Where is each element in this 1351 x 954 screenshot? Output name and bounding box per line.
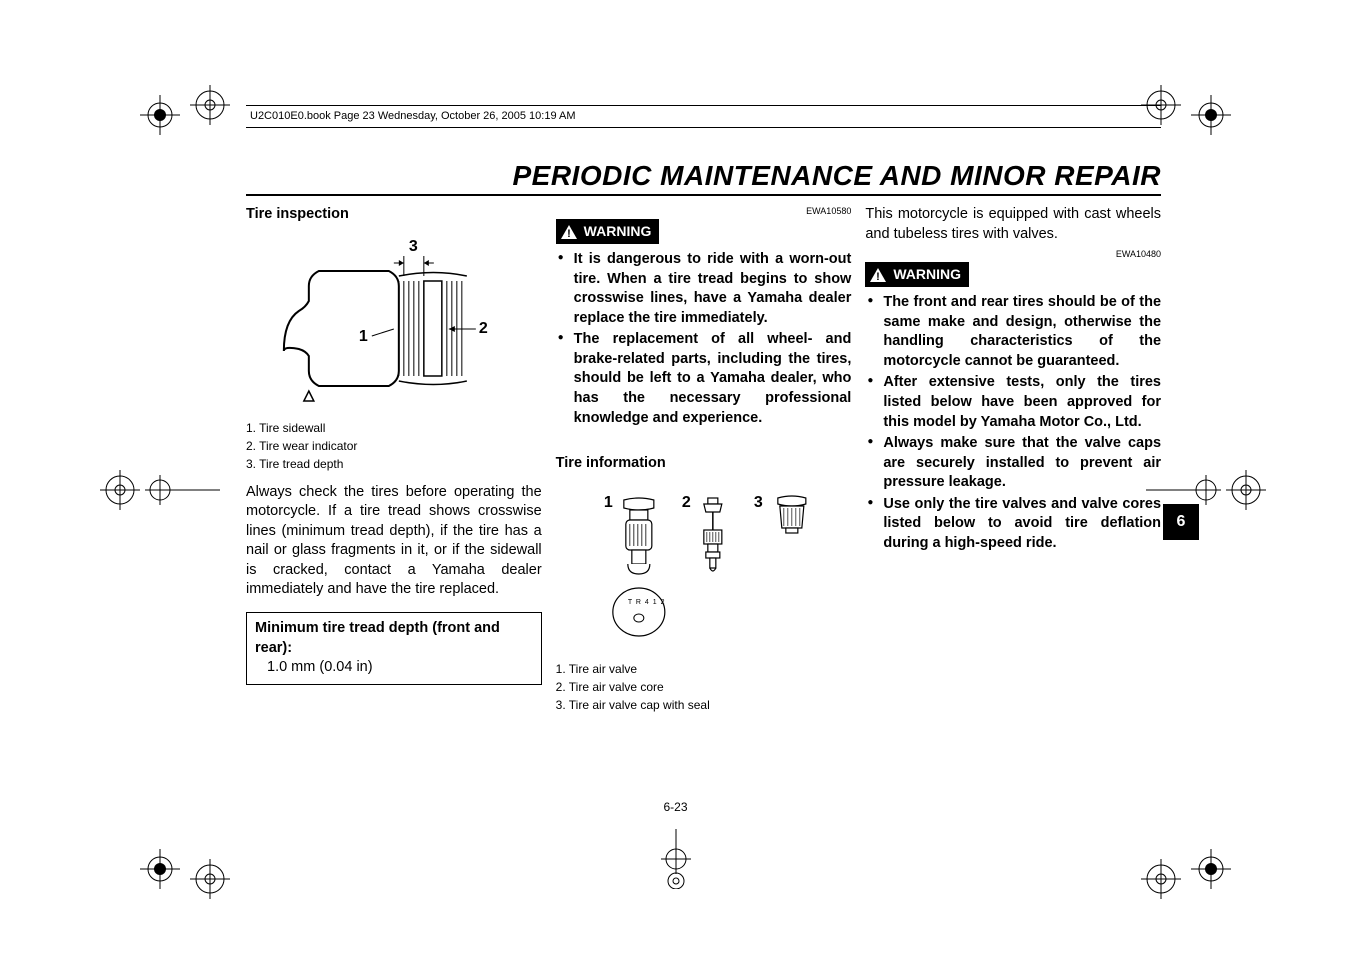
warning-triangle-icon: ! [869, 267, 887, 283]
warning-list-1: It is dangerous to ride with a worn-out … [556, 250, 852, 428]
column-1: Tire inspection [246, 205, 542, 724]
running-head: U2C010E0.book Page 23 Wednesday, October… [250, 110, 576, 122]
warning-label-2: WARNING [893, 265, 961, 284]
valve-caption-2: 2. Tire air valve core [556, 678, 852, 696]
crop-mark-tr [1141, 85, 1231, 145]
content-columns: Tire inspection [246, 205, 1161, 724]
warning-1-item-2: The replacement of all wheel- and brake-… [556, 330, 852, 428]
valve-caption-1: 1. Tire air valve [556, 660, 852, 678]
tread-depth-label: Minimum tire tread depth (front and rear… [255, 619, 533, 658]
caption-2: 2. Tire wear indicator [246, 437, 542, 455]
column-2: EWA10580 ! WARNING It is dangerous to ri… [556, 205, 852, 724]
tread-depth-box: Minimum tire tread depth (front and rear… [246, 612, 542, 685]
svg-text:1: 1 [604, 494, 613, 511]
tire-info-heading: Tire information [556, 454, 852, 474]
warning-2-item-1: The front and rear tires should be of th… [865, 293, 1161, 371]
title-underline [246, 194, 1161, 196]
warning-label-1: WARNING [584, 222, 652, 241]
valve-caption-3: 3. Tire air valve cap with seal [556, 696, 852, 714]
crop-mark-tl [140, 85, 230, 145]
warning-list-2: The front and rear tires should be of th… [865, 293, 1161, 553]
column-3: This motorcycle is equipped with cast wh… [865, 205, 1161, 724]
svg-text:3: 3 [754, 494, 763, 511]
page-title: PERIODIC MAINTENANCE AND MINOR REPAIR [512, 160, 1161, 192]
warning-2-item-4: Use only the tire valves and valve cores… [865, 495, 1161, 554]
ref-code-1: EWA10580 [556, 205, 852, 217]
caption-1: 1. Tire sidewall [246, 419, 542, 437]
crop-mark-br [1141, 839, 1231, 899]
col3-intro: This motorcycle is equipped with cast wh… [865, 205, 1161, 244]
svg-text:!: ! [567, 228, 571, 240]
crop-mark-ml [100, 460, 220, 520]
warning-1-item-1: It is dangerous to ride with a worn-out … [556, 250, 852, 328]
valve-diagram-captions: 1. Tire air valve 2. Tire air valve core… [556, 660, 852, 714]
svg-text:T R 4 1 2: T R 4 1 2 [628, 599, 666, 606]
tire-inspection-heading: Tire inspection [246, 205, 542, 225]
warning-badge-1: ! WARNING [556, 219, 660, 244]
page-number: 6-23 [663, 800, 687, 814]
diagram-label-2: 2 [479, 320, 488, 337]
crop-mark-bc [616, 829, 736, 889]
tire-inspection-body: Always check the tires before operating … [246, 483, 542, 600]
ref-code-2: EWA10480 [865, 248, 1161, 260]
section-tab: 6 [1163, 504, 1199, 540]
caption-3: 3. Tire tread depth [246, 455, 542, 473]
tire-diagram-captions: 1. Tire sidewall 2. Tire wear indicator … [246, 419, 542, 473]
diagram-label-3: 3 [409, 238, 418, 255]
warning-2-item-2: After extensive tests, only the tires li… [865, 373, 1161, 432]
crop-mark-bl [140, 839, 230, 899]
warning-2-item-3: Always make sure that the valve caps are… [865, 434, 1161, 493]
svg-text:!: ! [877, 271, 881, 283]
valve-diagram: 1 2 [556, 482, 852, 652]
svg-text:2: 2 [682, 494, 691, 511]
warning-triangle-icon: ! [560, 224, 578, 240]
warning-badge-2: ! WARNING [865, 262, 969, 287]
header-rule-bottom [246, 127, 1161, 128]
header-rule-top [246, 105, 1161, 106]
diagram-label-1: 1 [359, 328, 368, 345]
tire-inspection-diagram: 3 1 2 [246, 231, 542, 411]
tread-depth-value: 1.0 mm (0.04 in) [255, 658, 533, 678]
